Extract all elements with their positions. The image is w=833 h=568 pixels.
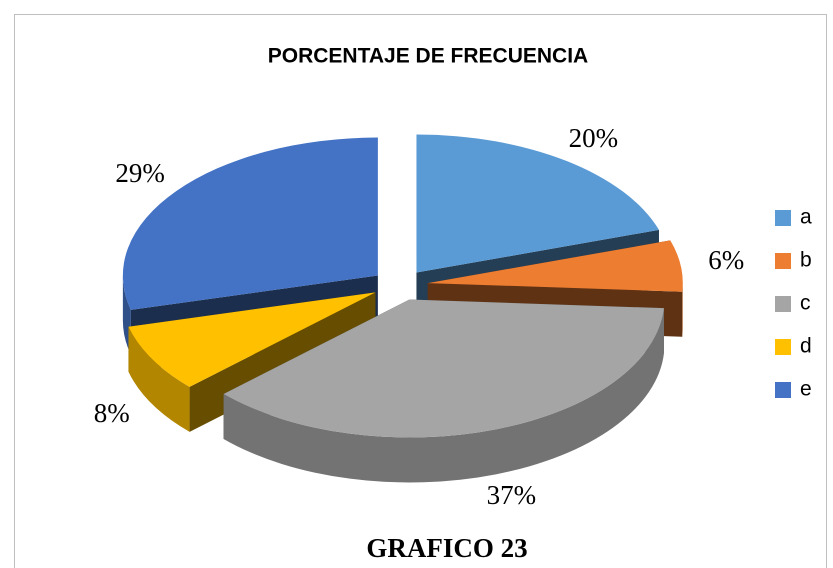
legend-swatch: [775, 382, 791, 398]
legend-label: b: [800, 249, 812, 272]
data-label: 29%: [115, 158, 165, 188]
legend-swatch: [775, 253, 791, 269]
legend-label: d: [800, 335, 812, 358]
slice-edge: [223, 308, 664, 483]
data-label: 37%: [487, 480, 537, 510]
caption: GRAFICO 23: [366, 533, 527, 563]
slice-edge: [682, 283, 683, 337]
slice: [416, 134, 659, 273]
slice: [427, 240, 683, 292]
data-label: 8%: [94, 398, 130, 428]
legend-label: a: [800, 206, 812, 229]
chart-title: PORCENTAJE DE FRECUENCIA: [268, 45, 588, 68]
legend-swatch: [775, 296, 791, 312]
legend-swatch: [775, 210, 791, 226]
legend-label: e: [800, 378, 812, 401]
slice: [223, 299, 664, 438]
legend-label: c: [800, 292, 811, 315]
slice: [122, 137, 378, 310]
data-label: 20%: [569, 123, 619, 153]
slice: [128, 292, 376, 387]
data-label: 6%: [708, 245, 744, 275]
slice-edge: [128, 326, 190, 432]
legend-swatch: [775, 339, 791, 355]
